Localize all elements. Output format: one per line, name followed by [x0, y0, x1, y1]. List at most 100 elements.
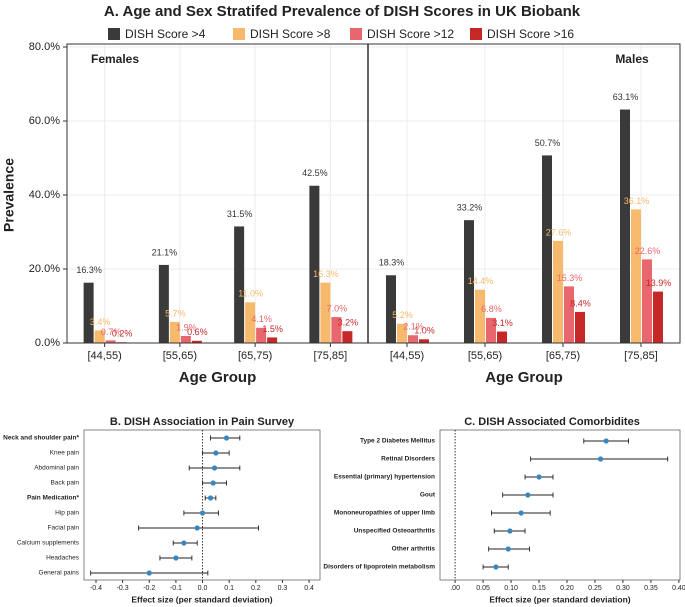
bar-value-label: 3.1% — [492, 318, 513, 328]
bar — [542, 155, 552, 343]
bar-value-label: 31.5% — [227, 209, 253, 219]
row-label: Facial pain — [48, 525, 80, 532]
bar-value-label: 15.3% — [557, 273, 583, 283]
x-tick-label: [75,85] — [624, 350, 658, 362]
bar-value-label: 3.2% — [338, 318, 359, 328]
bar — [553, 240, 563, 343]
bar — [486, 317, 496, 343]
bar-value-label: 63.1% — [613, 92, 639, 102]
panel-title: C. DISH Associated Comorbidites — [464, 416, 640, 428]
x-tick-label: 0.2 — [251, 585, 261, 592]
bar — [169, 321, 180, 343]
bar — [245, 302, 256, 343]
bar — [642, 259, 652, 343]
x-tick-label: 0.30 — [616, 585, 630, 592]
plot-frame — [66, 43, 681, 344]
point — [181, 540, 187, 546]
bar — [653, 291, 663, 343]
x-axis-label: Age Group — [485, 369, 563, 386]
bar — [397, 323, 407, 343]
x-tick-label: 0.25 — [588, 585, 602, 592]
x-tick-label: 0.15 — [532, 585, 546, 592]
bar-value-label: 42.5% — [302, 168, 328, 178]
x-tick-label: 0.40 — [672, 585, 685, 592]
x-tick-label: 0.20 — [560, 585, 574, 592]
x-tick-label: [65,75) — [546, 350, 580, 362]
x-tick-label: [65,75) — [238, 350, 272, 362]
x-axis-label: Effect size (per standard deviation) — [489, 594, 630, 604]
legend-label: DISH Score >16 — [487, 27, 574, 41]
point — [173, 555, 179, 561]
legend-label: DISH Score >4 — [125, 27, 206, 41]
bar-value-label: 21.1% — [152, 247, 178, 257]
point — [213, 450, 219, 456]
row-label: General pains — [39, 570, 80, 577]
point — [518, 510, 524, 516]
x-tick-label: [75,85] — [314, 350, 348, 362]
bar-value-label: 13.9% — [646, 278, 672, 288]
bar — [158, 264, 169, 343]
bar-value-label: 50.7% — [535, 138, 561, 148]
legend-label: DISH Score >12 — [367, 27, 454, 41]
legend-swatch — [350, 28, 362, 40]
x-tick-label: -0.4 — [90, 585, 102, 592]
x-tick-label: 0.05 — [476, 585, 490, 592]
bar — [342, 331, 353, 343]
row-label: Calcium supplements — [17, 540, 80, 547]
bar-value-label: 18.3% — [379, 258, 405, 268]
point — [194, 525, 200, 531]
bar — [497, 331, 507, 343]
point — [199, 510, 206, 516]
bar-value-label: 27.6% — [546, 227, 572, 237]
bar-value-label: 6.8% — [481, 304, 502, 314]
row-label: Neck and shoulder pain* — [3, 435, 79, 442]
facet-title: Males — [615, 52, 649, 66]
point — [223, 435, 230, 441]
bar-value-label: 7.0% — [327, 303, 348, 313]
bar — [475, 289, 485, 343]
x-tick-label: [44,55) — [390, 350, 424, 362]
y-tick-label: 60.0% — [29, 115, 60, 127]
bar — [191, 340, 202, 343]
x-tick-label: 0.3 — [278, 585, 288, 592]
bar — [386, 275, 396, 343]
facet-title: Females — [91, 52, 139, 66]
x-axis-label: Effect size (per standard deviation) — [131, 594, 272, 604]
row-label: Other arthritis — [392, 546, 436, 553]
bar-value-label: 14.4% — [468, 276, 494, 286]
bar-value-label: 5.7% — [165, 308, 186, 318]
x-tick-label: -0.1 — [170, 585, 182, 592]
bar — [256, 327, 267, 343]
legend-label: DISH Score >8 — [250, 27, 331, 41]
bar — [94, 330, 105, 343]
bar-value-label: 0.6% — [187, 327, 208, 337]
x-tick-label: 0.4 — [304, 585, 314, 592]
panel-title: B. DISH Association in Pain Survey — [110, 416, 295, 428]
bar — [83, 282, 94, 343]
bar-value-label: 4.1% — [251, 314, 272, 324]
bar — [331, 317, 342, 343]
point — [207, 495, 214, 501]
row-label: Headaches — [46, 555, 80, 562]
bar-value-label: 16.3% — [76, 265, 102, 275]
x-tick-label: .00 — [450, 585, 460, 592]
row-label: Knee pain — [50, 450, 80, 457]
bar-value-label: 16.3% — [313, 269, 339, 279]
bar — [180, 335, 191, 343]
x-tick-label: -0.2 — [143, 585, 155, 592]
legend-swatch — [470, 28, 482, 40]
plot-frame — [83, 429, 321, 581]
row-label: Abdominal pain — [34, 465, 79, 472]
row-label: Pain Medication* — [27, 495, 79, 502]
bar — [408, 335, 418, 343]
row-label: Hip pain — [55, 510, 79, 517]
bar — [105, 340, 116, 343]
point — [505, 546, 511, 552]
x-tick-label: [55,65) — [468, 350, 502, 362]
x-tick-label: 0.1 — [224, 585, 234, 592]
bar — [267, 337, 278, 343]
y-tick-label: 0.0% — [35, 337, 60, 349]
y-axis-label: Prevalence — [1, 158, 17, 232]
plot-frame — [439, 429, 681, 581]
point — [146, 570, 152, 576]
